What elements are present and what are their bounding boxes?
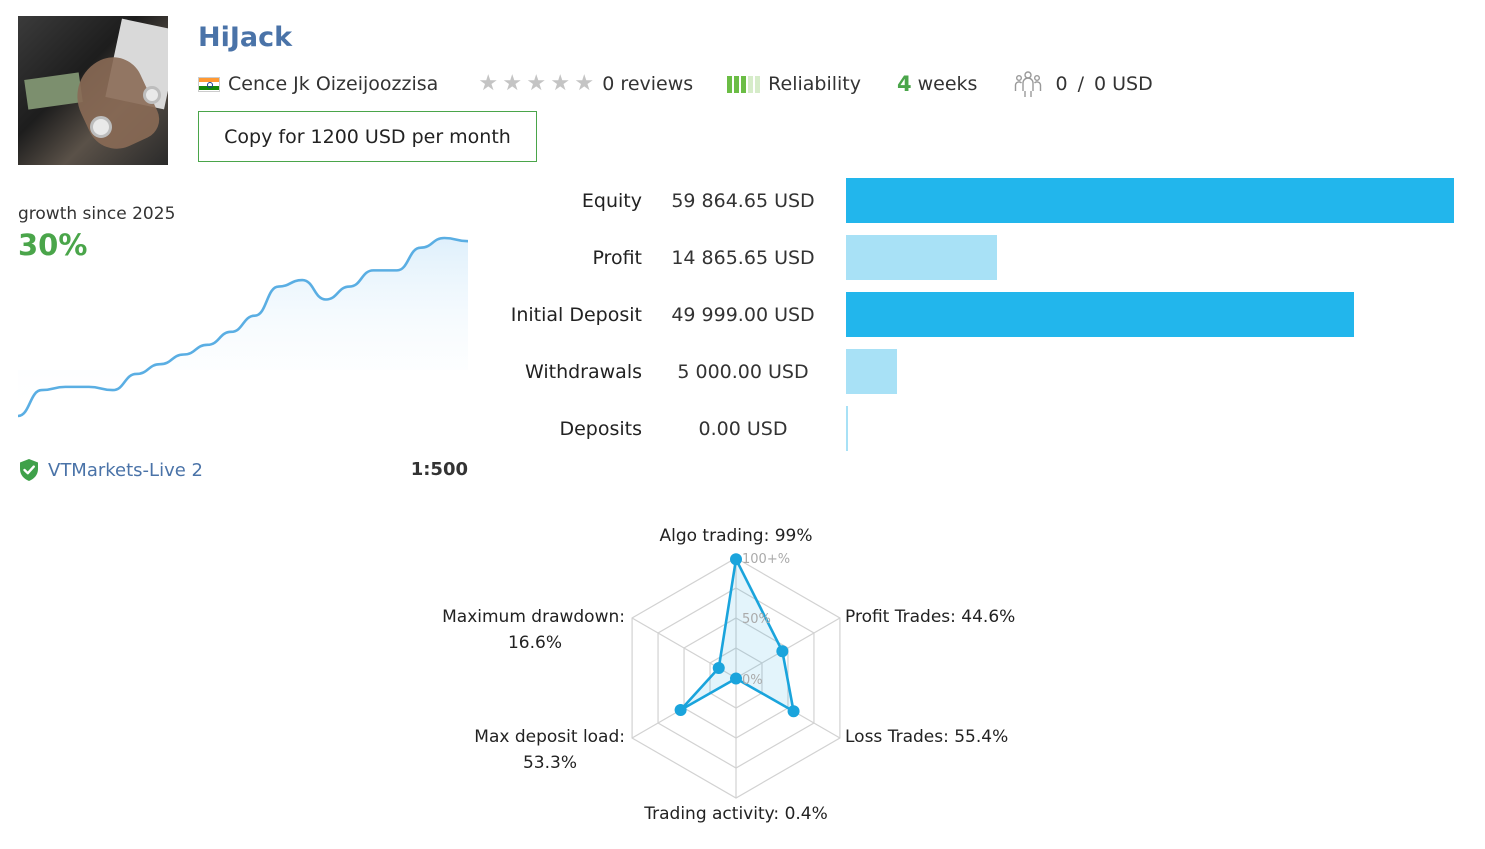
growth-chart[interactable]	[18, 230, 468, 430]
radar-spoke	[735, 617, 841, 679]
avatar-watch	[90, 116, 112, 138]
financial-label: Profit	[592, 247, 642, 269]
growth-line	[18, 236, 468, 418]
rating-stars: ★ ★ ★ ★ ★	[476, 73, 596, 95]
financial-value: 14 865.65 USD	[671, 247, 815, 269]
radar-point[interactable]	[730, 672, 742, 685]
weeks-label: weeks	[917, 73, 978, 95]
reliability-label: Reliability	[768, 73, 862, 95]
funds-separator: /	[1077, 73, 1084, 95]
server-name[interactable]: VTMarkets-Live 2	[48, 459, 203, 481]
star-icon: ★	[526, 71, 547, 96]
radar-ring-label: 100+%	[742, 552, 790, 567]
radar-axis-label: Maximum drawdown:	[442, 607, 625, 627]
reliability-bars-icon	[727, 75, 761, 93]
author-name[interactable]: Cence Jk Oizeijoozzisa	[228, 73, 439, 95]
signal-title[interactable]: HiJack	[198, 22, 293, 53]
avatar[interactable]	[18, 16, 168, 165]
financial-bar	[846, 235, 997, 280]
server-info[interactable]: VTMarkets-Live 2	[18, 458, 203, 482]
financial-label: Initial Deposit	[510, 304, 642, 326]
financial-label: Equity	[581, 190, 642, 212]
radar-point[interactable]	[712, 662, 725, 675]
financial-value: 0.00 USD	[698, 418, 788, 440]
radar-point[interactable]	[674, 703, 687, 716]
financial-value: 49 999.00 USD	[671, 304, 815, 326]
avatar-watch	[143, 86, 161, 104]
subscribers-icon	[1015, 71, 1042, 97]
star-icon: ★	[502, 71, 523, 96]
radar-axis-label: 16.6%	[508, 633, 562, 653]
financial-value: 5 000.00 USD	[677, 361, 809, 383]
signal-info-row: Cence Jk Oizeijoozzisa ★ ★ ★ ★ ★ 0 revie…	[198, 70, 1153, 98]
radar-axis-label: Loss Trades: 55.4%	[845, 727, 1008, 747]
financial-label: Withdrawals	[524, 361, 642, 383]
radar-ring-label: 50%	[742, 612, 771, 627]
radar-axis-label: Max deposit load:	[474, 727, 625, 747]
financial-bar	[846, 349, 897, 394]
reliability-bar	[734, 75, 740, 93]
financial-bar	[846, 178, 1454, 223]
radar-ring-label: 0%	[742, 673, 763, 688]
financial-bar	[846, 406, 848, 451]
radar-axis-label: Algo trading: 99%	[659, 526, 812, 546]
verified-shield-icon	[20, 459, 38, 481]
financial-label: Deposits	[559, 418, 642, 440]
radar-point[interactable]	[776, 645, 789, 658]
radar-chart: 100+% 50% 0% Algo trading: 99% Profit Trades…	[442, 526, 1015, 824]
reviews-count[interactable]: 0 reviews	[602, 73, 694, 95]
reliability-bar	[727, 75, 733, 93]
growth-value: 30%	[18, 228, 88, 262]
radar-point[interactable]	[730, 553, 742, 566]
india-flag-icon	[198, 76, 220, 92]
avatar-bills	[24, 72, 83, 110]
radar-axis-label: 53.3%	[523, 753, 577, 773]
subscribers-count: 0	[1055, 73, 1068, 95]
growth-area	[18, 238, 468, 416]
financial-bar	[846, 292, 1354, 337]
reliability-bar	[755, 75, 761, 93]
radar-point[interactable]	[787, 705, 800, 718]
star-icon: ★	[550, 71, 571, 96]
reliability-bar	[748, 75, 754, 93]
reliability-bar	[741, 75, 747, 93]
star-icon: ★	[574, 71, 595, 96]
radar-axis-label: Trading activity: 0.4%	[643, 804, 828, 824]
funds-value: 0 USD	[1093, 73, 1153, 95]
growth-label: growth since 2025	[18, 204, 176, 224]
star-icon: ★	[478, 71, 499, 96]
weeks-number: 4	[897, 72, 912, 96]
copy-signal-button[interactable]: Copy for 1200 USD per month	[198, 111, 537, 162]
leverage-value: 1:500	[410, 459, 468, 480]
radar-axis-label: Profit Trades: 44.6%	[845, 607, 1015, 627]
financial-value: 59 864.65 USD	[671, 190, 815, 212]
